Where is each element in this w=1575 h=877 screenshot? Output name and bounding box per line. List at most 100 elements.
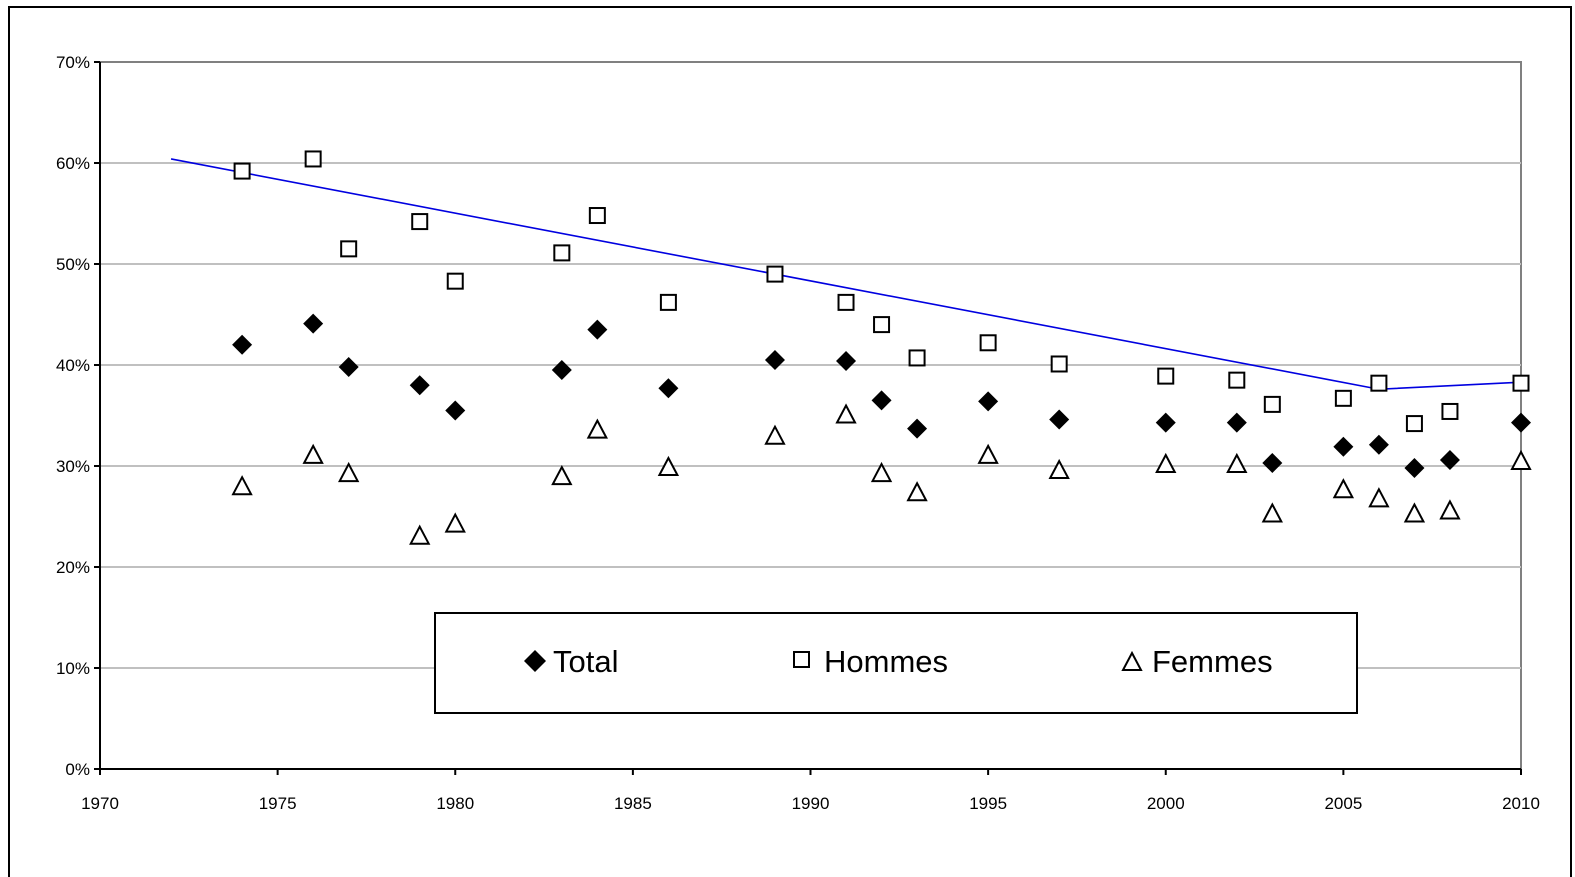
- marker-hommes: [340, 240, 358, 258]
- marker-total: [1333, 436, 1354, 457]
- x-tick-label: 1980: [436, 794, 474, 813]
- y-axis-tick-labels: 0% 10% 20% 30% 40% 50% 60% 70%: [56, 53, 90, 779]
- data-markers: [231, 150, 1532, 545]
- marker-total: [1155, 412, 1176, 433]
- marker-femmes: [870, 461, 893, 483]
- legend: Total Hommes Femmes: [434, 612, 1358, 714]
- axes: [94, 61, 1522, 775]
- marker-femmes: [1403, 502, 1426, 523]
- y-tick-label: 0%: [65, 760, 90, 779]
- marker-total: [232, 334, 253, 355]
- legend-marker-total: [524, 650, 546, 672]
- marker-femmes: [231, 475, 253, 496]
- legend-marker-hommes: [793, 651, 810, 668]
- marker-total: [409, 375, 430, 396]
- marker-femmes: [1261, 502, 1283, 523]
- marker-hommes: [588, 207, 606, 225]
- chart-frame: [8, 6, 1572, 877]
- series-hommes: [233, 150, 1530, 433]
- marker-femmes: [551, 464, 573, 486]
- series-total: [232, 313, 1531, 479]
- x-tick-label: 1975: [259, 794, 297, 813]
- marker-femmes: [1332, 478, 1355, 499]
- x-tick-label: 1970: [81, 794, 119, 813]
- marker-total: [338, 357, 359, 378]
- marker-total: [1404, 458, 1425, 479]
- marker-total: [871, 390, 892, 411]
- marker-femmes: [1048, 458, 1070, 480]
- marker-femmes: [1439, 499, 1461, 520]
- marker-total: [907, 418, 928, 439]
- marker-hommes: [233, 162, 251, 180]
- x-tick-label: 2010: [1502, 794, 1540, 813]
- marker-hommes: [1263, 395, 1281, 413]
- marker-hommes: [1050, 355, 1068, 373]
- marker-hommes: [1512, 374, 1530, 392]
- legend-marker-femmes: [1121, 650, 1143, 671]
- y-tick-label: 10%: [56, 659, 90, 678]
- y-tick-label: 20%: [56, 558, 90, 577]
- y-tick-label: 30%: [56, 457, 90, 476]
- marker-hommes: [1334, 389, 1352, 407]
- marker-total: [587, 319, 608, 340]
- marker-hommes: [766, 265, 784, 283]
- marker-total: [658, 378, 679, 399]
- marker-femmes: [1155, 452, 1177, 473]
- marker-total: [764, 349, 785, 370]
- marker-femmes: [764, 424, 786, 445]
- marker-hommes: [1370, 374, 1388, 392]
- marker-hommes: [1405, 415, 1423, 433]
- marker-femmes: [444, 512, 466, 533]
- marker-hommes: [1157, 367, 1175, 385]
- legend-label-total: Total: [553, 644, 618, 679]
- marker-total: [978, 391, 999, 412]
- marker-hommes: [659, 293, 677, 311]
- marker-total: [303, 313, 324, 334]
- legend-box: [434, 612, 1358, 714]
- marker-femmes: [1510, 449, 1532, 470]
- marker-total: [445, 400, 466, 421]
- y-tick-label: 40%: [56, 356, 90, 375]
- marker-total: [551, 360, 572, 381]
- marker-hommes: [837, 293, 855, 311]
- marker-hommes: [1441, 402, 1459, 420]
- marker-total: [1368, 434, 1389, 455]
- marker-hommes: [979, 334, 997, 352]
- marker-femmes: [657, 455, 680, 477]
- x-tick-label: 2000: [1147, 794, 1185, 813]
- marker-hommes: [304, 150, 322, 168]
- marker-femmes: [586, 418, 609, 439]
- marker-hommes: [873, 316, 891, 334]
- x-axis-tick-labels: 1970 1975 1980 1985 1990 1995 2000 2005 2010: [81, 794, 1540, 813]
- y-tick-label: 60%: [56, 154, 90, 173]
- legend-label-hommes: Hommes: [824, 644, 948, 679]
- marker-hommes: [908, 349, 926, 367]
- x-tick-label: 1985: [614, 794, 652, 813]
- series-femmes: [231, 403, 1532, 545]
- x-tick-label: 1995: [969, 794, 1007, 813]
- marker-femmes: [1226, 452, 1248, 473]
- marker-femmes: [302, 443, 324, 464]
- marker-hommes: [1228, 371, 1246, 389]
- y-tick-label: 70%: [56, 53, 90, 72]
- marker-total: [1226, 412, 1247, 433]
- x-tick-label: 2005: [1324, 794, 1362, 813]
- marker-femmes: [835, 403, 857, 424]
- marker-femmes: [409, 524, 431, 545]
- marker-total: [836, 350, 857, 371]
- marker-femmes: [977, 443, 999, 464]
- y-tick-label: 50%: [56, 255, 90, 274]
- marker-total: [1439, 449, 1460, 470]
- marker-femmes: [338, 461, 360, 483]
- legend-label-femmes: Femmes: [1152, 644, 1273, 679]
- marker-total: [1262, 452, 1283, 473]
- marker-femmes: [1368, 487, 1390, 508]
- marker-hommes: [553, 244, 571, 262]
- marker-hommes: [446, 272, 464, 290]
- marker-hommes: [411, 213, 429, 231]
- marker-total: [1049, 409, 1070, 430]
- marker-femmes: [906, 481, 928, 502]
- x-tick-label: 1990: [792, 794, 830, 813]
- marker-total: [1511, 412, 1531, 433]
